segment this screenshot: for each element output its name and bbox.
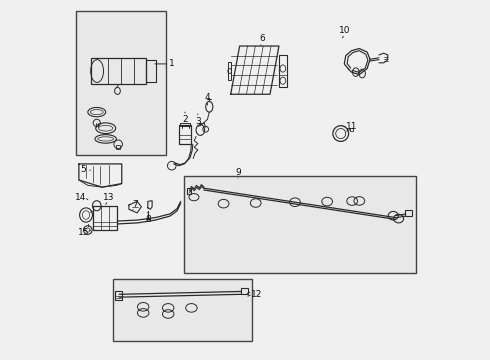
Bar bbox=[113, 279, 252, 341]
Bar bbox=[279, 55, 287, 87]
Bar bbox=[180, 123, 190, 126]
Text: 11: 11 bbox=[346, 122, 357, 131]
Bar bbox=[179, 125, 192, 144]
Text: 8: 8 bbox=[145, 215, 151, 224]
Text: 4: 4 bbox=[205, 93, 210, 102]
Text: 13: 13 bbox=[103, 193, 114, 202]
Bar bbox=[116, 145, 121, 149]
Text: 9: 9 bbox=[235, 168, 241, 177]
Text: 1: 1 bbox=[169, 59, 174, 68]
Text: 7: 7 bbox=[132, 200, 138, 209]
Text: 12: 12 bbox=[251, 290, 262, 299]
Text: 5: 5 bbox=[81, 165, 86, 174]
Text: 14: 14 bbox=[75, 193, 86, 202]
Bar bbox=[184, 176, 416, 273]
Bar bbox=[76, 12, 166, 155]
Bar bbox=[115, 291, 122, 300]
Bar bbox=[405, 210, 412, 216]
Bar bbox=[350, 128, 353, 131]
Bar bbox=[91, 58, 146, 85]
Text: 6: 6 bbox=[259, 35, 265, 44]
Bar bbox=[228, 62, 231, 80]
Text: 3: 3 bbox=[195, 117, 201, 126]
Bar bbox=[146, 60, 156, 82]
Bar bbox=[93, 206, 118, 230]
Text: 10: 10 bbox=[339, 26, 351, 35]
Bar bbox=[187, 188, 191, 194]
Text: 15: 15 bbox=[78, 228, 89, 237]
Text: 2: 2 bbox=[182, 115, 188, 124]
Bar bbox=[241, 288, 248, 294]
